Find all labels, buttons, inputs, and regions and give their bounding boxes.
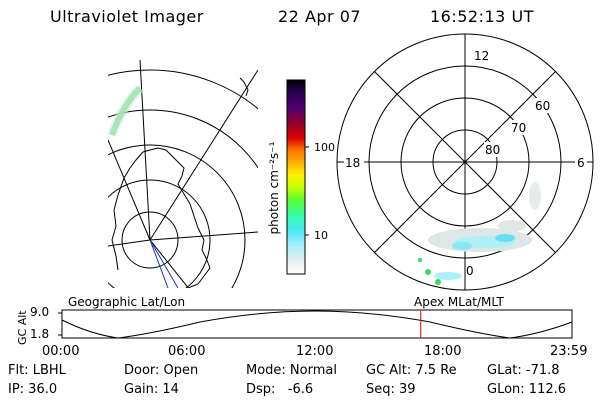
mlat-label-80: 80 xyxy=(485,143,500,157)
meridian xyxy=(149,69,258,241)
label-bg xyxy=(534,98,554,113)
date-label: 22 Apr 07 xyxy=(278,7,362,26)
lat-circle xyxy=(108,144,246,288)
mlt-label-6: 6 xyxy=(577,156,585,170)
time-label: 16:52:13 UT xyxy=(430,7,534,26)
coastline xyxy=(117,147,211,288)
x-tick-2359: 23:59 xyxy=(550,344,588,359)
glat-readout: GLat: -71.8 xyxy=(487,363,560,378)
seq-readout: Seq: 39 xyxy=(366,382,416,397)
lat-circle xyxy=(108,109,258,169)
altitude-tick-min: 1.8 xyxy=(30,327,50,341)
door-readout: Door: Open xyxy=(124,363,199,378)
ip-readout: IP: 36.0 xyxy=(8,382,58,397)
mlt-line xyxy=(374,71,556,253)
view-line xyxy=(149,239,169,288)
instrument-title: Ultraviolet Imager xyxy=(50,7,204,26)
lat-circle xyxy=(108,69,258,110)
gain-readout: Gain: 14 xyxy=(124,382,179,397)
colorbar-tick-10: 10 xyxy=(314,229,328,242)
lat-circle xyxy=(121,211,179,269)
colorbar-unit-label: photon cm⁻²s⁻¹ xyxy=(267,141,281,234)
mlt-label-0: 0 xyxy=(466,264,474,278)
color-scale xyxy=(286,79,306,275)
coastline xyxy=(111,194,119,271)
meridian xyxy=(108,239,151,247)
coastline xyxy=(239,77,249,97)
gc-alt-readout: GC Alt: 7.5 Re xyxy=(366,363,457,378)
colorbar-tick-100: 100 xyxy=(314,141,335,154)
altitude-curve xyxy=(61,310,573,339)
mlt-label-12: 12 xyxy=(474,49,489,63)
aurora-emission xyxy=(418,182,541,285)
x-tick-1200: 12:00 xyxy=(296,344,334,359)
apex-title: Apex MLat/MLT xyxy=(414,295,504,309)
glon-readout: GLon: 112.6 xyxy=(487,382,567,397)
meridian xyxy=(149,239,190,288)
mode-readout: Mode: Normal xyxy=(246,363,337,378)
view-line xyxy=(149,239,179,288)
mlat-label-70: 70 xyxy=(511,121,526,135)
x-tick-1800: 18:00 xyxy=(424,344,462,359)
x-tick-0600: 06:00 xyxy=(168,344,206,359)
dsp-readout: Dsp: -6.6 xyxy=(246,382,314,397)
x-tick-0000: 00:00 xyxy=(42,344,80,359)
geographic-title: Geographic Lat/Lon xyxy=(68,295,186,309)
meridian xyxy=(149,231,258,241)
mlat-label-60: 60 xyxy=(535,99,550,113)
label-bg xyxy=(344,154,364,169)
mlt-label-18: 18 xyxy=(345,156,360,170)
meridian xyxy=(108,139,151,241)
label-bg xyxy=(484,142,504,157)
altitude-tick-max: 9.0 xyxy=(30,305,50,319)
altitude-plot-frame xyxy=(61,309,573,339)
label-bg xyxy=(472,48,488,62)
label-bg xyxy=(575,154,587,169)
filter-readout: Flt: LBHL xyxy=(8,363,66,378)
label-bg xyxy=(510,120,530,135)
aurora-halo xyxy=(107,84,144,137)
lat-circle xyxy=(108,179,211,288)
